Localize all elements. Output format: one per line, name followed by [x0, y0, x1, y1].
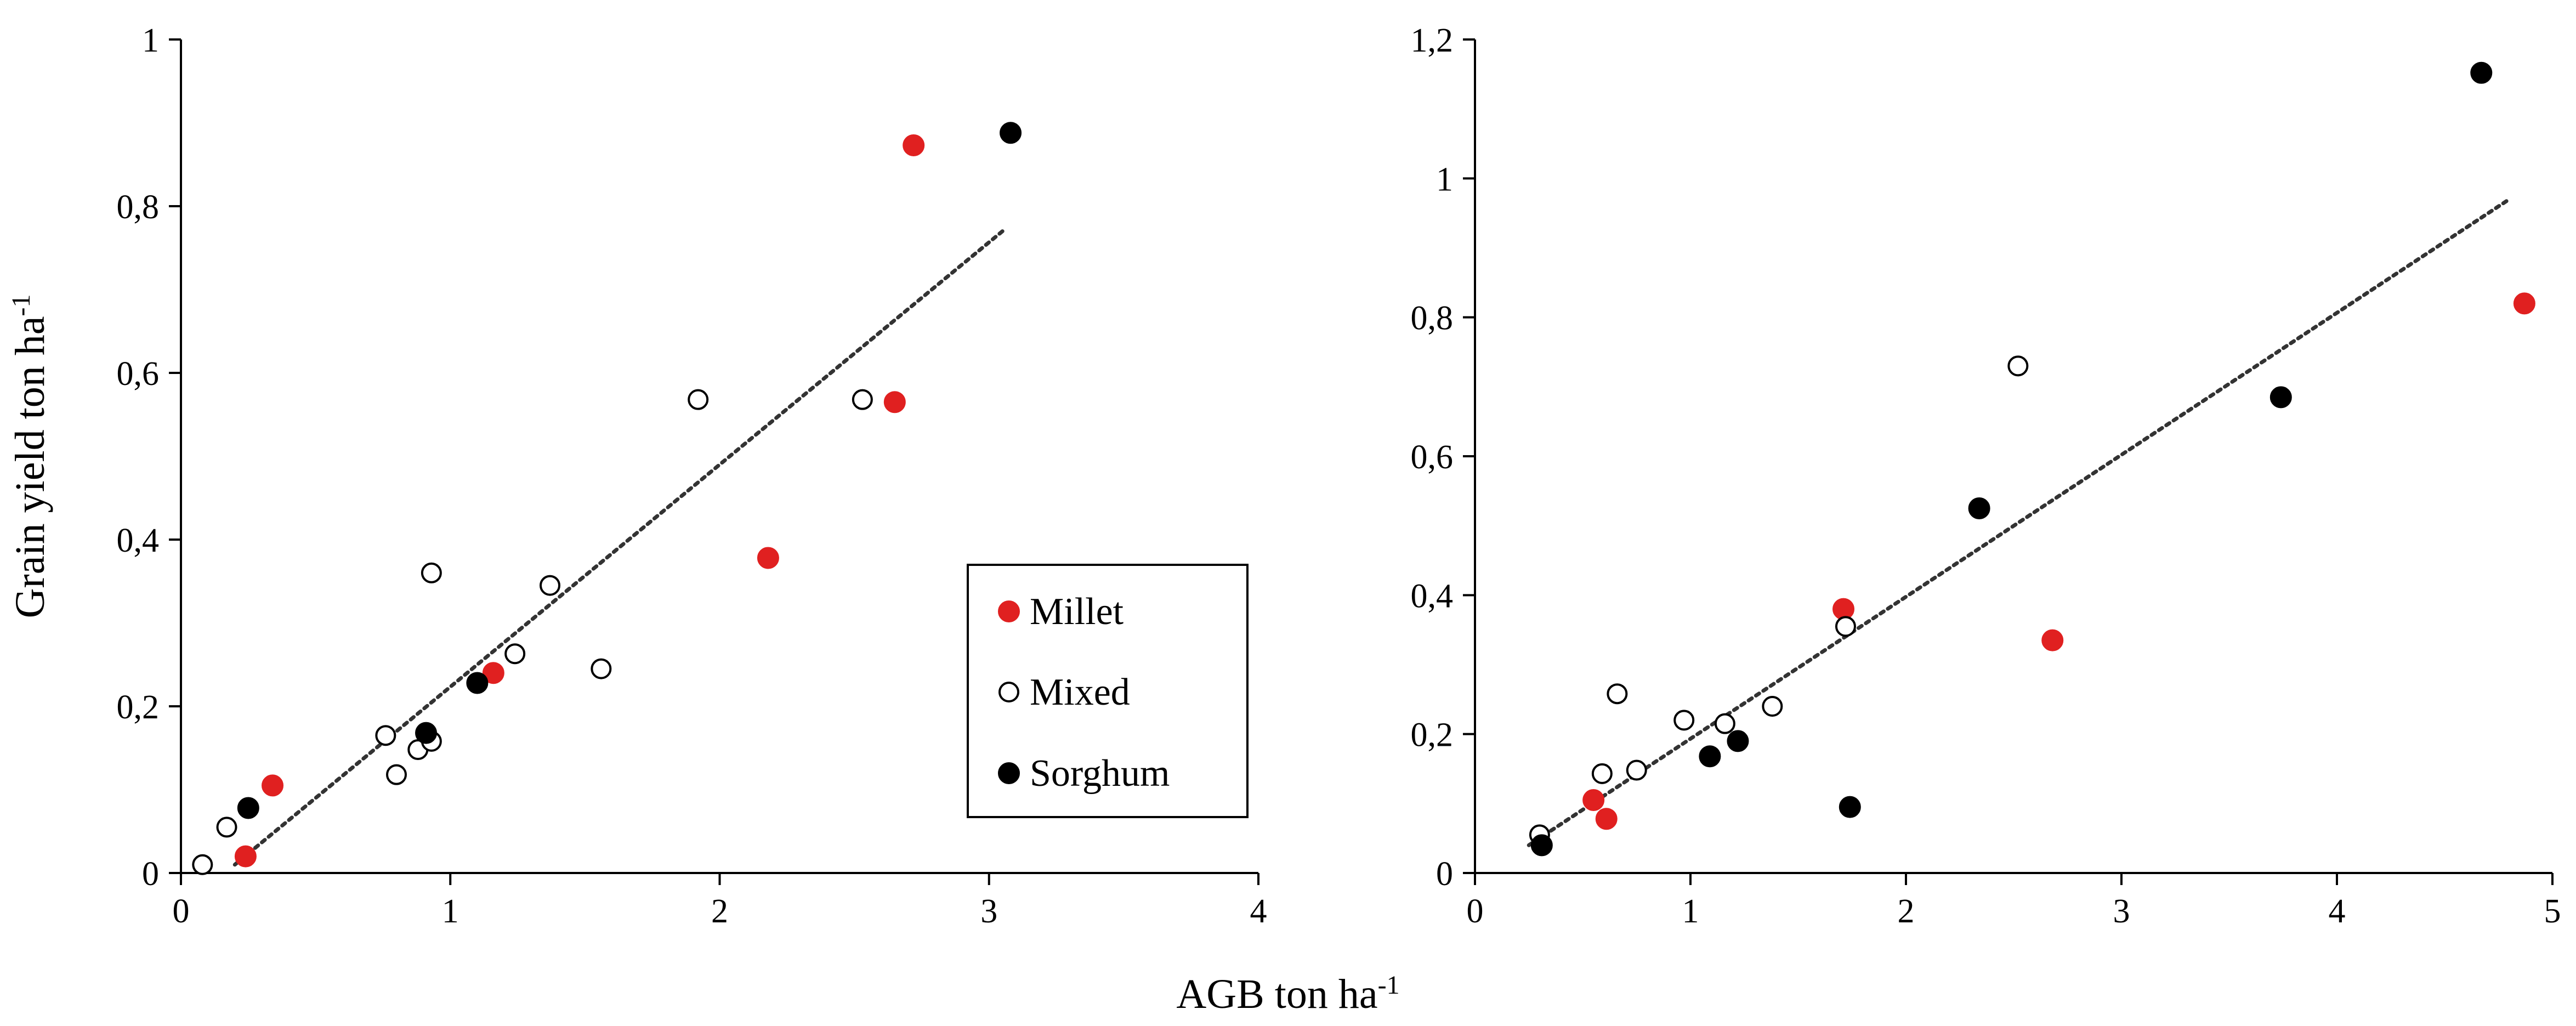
left-point-mixed — [540, 575, 561, 596]
right-point-mixed — [1673, 710, 1695, 731]
left-y-tick-label: 0,8 — [117, 189, 160, 226]
right-x-tick-label: 2 — [1898, 893, 1915, 930]
left-point-mixed — [688, 389, 709, 410]
legend-item-mixed: Mixed — [998, 671, 1130, 713]
legend-label-mixed: Mixed — [1030, 671, 1130, 713]
left-y-tick-label: 1 — [142, 22, 159, 59]
right-point-sorghum — [1968, 497, 1990, 519]
x-axis-title: AGB ton ha-1 — [1176, 971, 1399, 1017]
right-y-tick-label: 1,2 — [1411, 22, 1454, 59]
right-trendline-path — [1527, 197, 2511, 847]
left-point-sorghum — [237, 797, 259, 819]
left-point-mixed — [192, 854, 213, 875]
left-point-millet — [262, 774, 284, 797]
right-point-millet — [1595, 808, 1618, 830]
right-x-tick-label: 3 — [2113, 893, 2130, 930]
right-point-mixed — [1626, 759, 1647, 781]
right-point-millet — [2041, 629, 2064, 651]
legend: Millet Mixed Sorghum — [967, 564, 1249, 818]
right-point-mixed — [1762, 696, 1783, 717]
left-point-millet — [482, 662, 504, 684]
left-point-millet — [883, 391, 906, 413]
right-point-mixed — [1607, 683, 1628, 705]
left-point-mixed — [421, 562, 442, 583]
legend-item-sorghum: Sorghum — [998, 752, 1170, 795]
right-data-points — [1529, 61, 2535, 857]
left-y-tick-label: 0,2 — [117, 689, 160, 726]
left-trendline-path — [232, 229, 1005, 867]
left-point-mixed — [504, 643, 526, 665]
left-x-tick-label: 0 — [173, 893, 190, 930]
right-y-tick-label: 1 — [1436, 161, 1453, 198]
left-y-tick-label: 0,6 — [117, 355, 160, 393]
right-point-sorghum — [2470, 61, 2493, 84]
left-point-mixed — [216, 817, 237, 838]
left-point-millet — [757, 547, 779, 569]
left-x-tick-label: 3 — [980, 893, 997, 930]
right-point-sorghum — [1530, 834, 1553, 857]
right-x-tick-label: 1 — [1682, 893, 1699, 930]
right-point-mixed — [1835, 616, 1856, 637]
left-point-mixed — [852, 389, 873, 410]
left-point-mixed — [386, 764, 407, 785]
right-x-tick-label: 5 — [2544, 893, 2561, 930]
left-scatter-panel: 0 1 2 3 4 0 0,2 0,4 0,6 0,8 1 — [117, 22, 1267, 930]
right-y-tick-label: 0 — [1436, 855, 1453, 893]
left-y-tick-label: 0 — [142, 855, 159, 893]
left-y-tick-label: 0,4 — [117, 522, 160, 559]
right-trendline — [1527, 197, 2511, 847]
legend-label-millet: Millet — [1030, 591, 1124, 633]
y-axis-title: Grain yield ton ha-1 — [7, 294, 53, 619]
left-point-mixed — [591, 658, 612, 679]
right-x-tick-label: 4 — [2329, 893, 2346, 930]
right-point-mixed — [1591, 763, 1613, 784]
left-point-millet — [903, 134, 925, 157]
left-x-tick-label: 2 — [711, 893, 728, 930]
left-data-points — [192, 122, 1022, 875]
right-y-tick-label: 0,6 — [1411, 439, 1454, 476]
left-point-sorghum — [1000, 122, 1022, 144]
right-axis-ticks: 0 1 2 3 4 5 0 0,2 0,4 0,6 0,8 1 1,2 — [1411, 22, 2561, 930]
right-point-millet — [1832, 598, 1855, 620]
right-point-millet — [2513, 292, 2535, 315]
left-point-mixed — [375, 725, 396, 746]
right-y-tick-label: 0,8 — [1411, 300, 1454, 337]
right-point-sorghum — [1839, 796, 1861, 818]
legend-item-millet: Millet — [998, 591, 1124, 633]
left-point-sorghum — [466, 672, 489, 694]
right-point-sorghum — [1727, 730, 1749, 752]
left-x-tick-label: 1 — [442, 893, 459, 930]
legend-marker-millet — [998, 600, 1020, 622]
left-point-sorghum — [415, 722, 438, 744]
left-point-millet — [234, 845, 257, 868]
right-y-tick-label: 0,2 — [1411, 717, 1454, 754]
legend-label-sorghum: Sorghum — [1030, 752, 1170, 795]
right-point-sorghum — [1699, 745, 1721, 768]
right-point-mixed — [2007, 355, 2029, 377]
left-x-tick-label: 4 — [1250, 893, 1267, 930]
right-scatter-panel: 0 1 2 3 4 5 0 0,2 0,4 0,6 0,8 1 1,2 — [1411, 22, 2561, 930]
right-point-mixed — [1714, 713, 1735, 734]
left-trendline — [232, 229, 1005, 867]
left-axis-ticks: 0 1 2 3 4 0 0,2 0,4 0,6 0,8 1 — [117, 22, 1267, 930]
legend-marker-mixed — [998, 682, 1019, 702]
right-y-tick-label: 0,4 — [1411, 577, 1454, 615]
right-x-tick-label: 0 — [1467, 893, 1484, 930]
right-point-sorghum — [2269, 386, 2292, 409]
legend-marker-sorghum — [998, 762, 1020, 784]
right-point-millet — [1582, 789, 1605, 811]
